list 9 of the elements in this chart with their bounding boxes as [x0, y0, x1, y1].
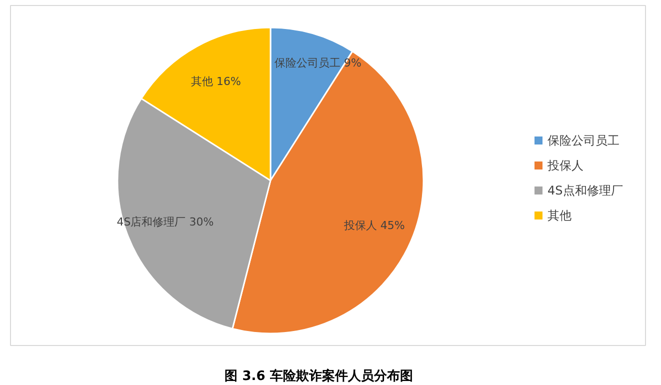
data-label: 保险公司员工 9% — [274, 56, 362, 70]
data-label: 投保人 45% — [342, 218, 405, 232]
legend-label: 其他 — [548, 208, 572, 222]
data-label: 4S店和修理厂 30% — [116, 216, 214, 229]
data-label: 其他 16% — [190, 74, 241, 88]
legend-label: 投保人 — [546, 158, 584, 172]
legend-label: 4S点和修理厂 — [548, 184, 623, 198]
legend-label: 保险公司员工 — [548, 134, 620, 148]
text: 图 3.6 车险欺诈案件人员分布图 — [224, 368, 413, 384]
